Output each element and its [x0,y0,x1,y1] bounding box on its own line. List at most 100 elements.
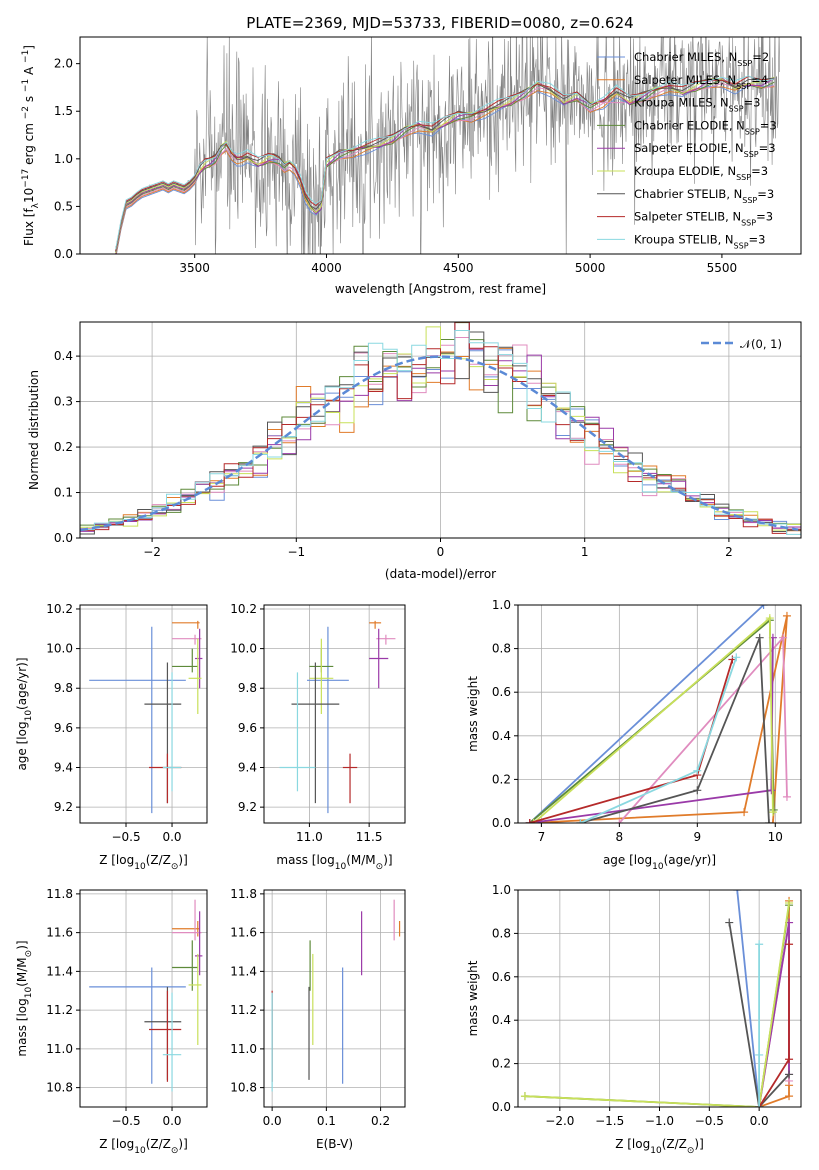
x-tick-label: −1.5 [595,1114,624,1128]
y-tick-label: 0.2 [492,772,511,786]
x-tick-label: 0.0 [263,1114,282,1128]
y-tick-label: 0.3 [54,395,73,409]
y-tick-label: 1.0 [54,152,73,166]
y-tick-label: 11.2 [46,1003,73,1017]
weight-marker [755,633,764,642]
legend-entry-sub: SSP [744,150,759,159]
legend-entry: Chabrier MILES, NSSP=2 [634,50,769,68]
x-tick-label: 0.1 [317,1114,336,1128]
mass-z-y-axis-label-part: )] [15,940,29,949]
plot-area [518,605,801,823]
weight-marker [733,890,742,894]
mass-z-y-axis-label: mass [log10(M/M⊙)] [15,940,34,1056]
y-tick-label: 11.4 [46,964,73,978]
legend-entry-count: =3 [757,187,774,201]
y-tick-label: 0.4 [54,349,73,363]
age-mass-x-axis-label-part: )] [383,853,392,867]
y-tick-label: 11.6 [46,926,73,940]
residual-histogram-step-8 [80,330,801,535]
mass-vs-extinction-panel: 0.0 0.1 0.2 10.8 11.0 11.2 11.4 11.6 11.8 E(B-V) [230,887,406,1151]
x-tick-label: 7 [538,830,546,844]
age-z-y-axis-label: age [log10(age/yr)] [15,657,34,770]
age-mass-x-axis-label-part: 10 [335,862,347,872]
x-tick-label: 11.0 [296,830,323,844]
weight-marker [740,808,749,817]
plot-area [80,322,801,538]
x-tick-label: −0.5 [695,1114,724,1128]
x-tick-label: 11.5 [356,830,383,844]
y-tick-label: 0.8 [492,926,511,940]
legend-entry: Salpeter MILES, NSSP=4 [634,73,768,91]
weight-marker [732,653,741,662]
y-tick-label: 9.2 [54,800,73,814]
y-tick-label: 0.6 [492,970,511,984]
weight-marker [785,1070,794,1079]
x-tick-label: −1 [287,545,305,559]
axes-frame [79,36,802,255]
weight-line-0 [736,890,760,1107]
weight-line-6 [580,637,770,823]
legend-entry-name: Kroupa STELIB, N [634,232,734,246]
sfh-age-x-axis-label-part: (age/yr)] [664,853,716,867]
weight-marker [759,605,768,609]
y-tick-label: 10.2 [230,602,257,616]
weight-marker [693,766,702,775]
axes-frame [79,604,208,824]
age-z-x-axis-label-part: ⊙ [171,862,179,872]
mass-z-x-axis-label-part: ⊙ [171,1146,179,1156]
residual-y-axis-label: Normed distribution [27,370,41,490]
weight-marker [782,611,791,620]
y-tick-label: 0.0 [54,247,73,261]
legend-entry-name: Salpeter STELIB, N [634,210,741,224]
legend-entry-name: Chabrier ELODIE, N [634,118,745,132]
spectrum-title: PLATE=2369, MJD=53733, FIBERID=0080, z=0… [246,14,633,32]
legend-entry-sub: SSP [737,59,752,68]
y-tick-label: 9.6 [54,721,73,735]
x-tick-label: 3500 [179,261,210,275]
y-tick-label: 11.4 [230,964,257,978]
sfh-z-x-axis-label: Z [log10(Z/Z⊙)] [615,1137,704,1156]
legend-entry-name: Salpeter ELODIE, N [634,141,744,155]
legend-entry: Salpeter STELIB, NSSP=3 [634,210,773,228]
weight-marker [615,819,624,823]
mass-z-y-axis-label-part: ⊙ [24,950,34,958]
mass-weight-vs-metallicity-panel: −2.0 −1.5 −1.0 −0.5 0.0 0.0 0.2 0.4 0.6 0.8 1.0 Z [… [466,883,802,1156]
legend-entry-sub: SSP [736,173,751,182]
y-tick-label: 9.8 [54,681,73,695]
y-tick-label: 11.8 [46,887,73,901]
age-z-x-axis-label-part: )] [178,853,187,867]
mass-z-x-axis-label-part: (Z/Z [146,1137,171,1151]
age-z-x-axis-label-part: (Z/Z [146,853,171,867]
weight-line-5 [524,902,790,1107]
legend-entry-count: =2 [752,50,769,64]
weight-marker [520,1092,529,1101]
sfh-z-y-axis-label: mass weight [466,960,480,1036]
weight-line-6 [728,922,790,1107]
weight-marker [785,899,794,908]
spectrum-y-axis-label-part: 10 [22,188,36,203]
weight-marker [755,940,764,949]
spectrum-y-axis-label-part: λ [31,202,41,208]
spectrum-y-axis-label: Flux [fλ10−17 erg cm −2 s −1 A −1] [21,45,41,246]
weight-line-0 [529,605,765,823]
plot-area [264,890,405,1107]
age-z-y-axis-label-part: (age/yr)] [15,657,29,709]
y-tick-label: 11.8 [230,887,257,901]
legend-entry-name: Chabrier STELIB, N [634,187,742,201]
legend-entry-name: Kroupa ELODIE, N [634,164,736,178]
x-tick-label: −0.5 [111,1114,140,1128]
x-tick-label: 0 [437,545,445,559]
y-tick-label: 1.5 [54,104,73,118]
age-z-y-axis-label-part: age [log [15,721,29,770]
age-mass-x-axis-label-part: (M/M [346,853,375,867]
sfh-age-x-axis-label: age [log10(age/yr)] [603,853,716,872]
y-tick-label: 0.2 [54,440,73,454]
y-tick-label: 0.6 [492,685,511,699]
legend-entry-count: =3 [760,118,777,132]
sfh-age-x-axis-label-part: age [log [603,853,652,867]
weight-marker [767,786,776,795]
sfh-z-x-axis-label-part: ⊙ [687,1146,695,1156]
sfh-age-x-axis-label-part: 10 [652,862,664,872]
